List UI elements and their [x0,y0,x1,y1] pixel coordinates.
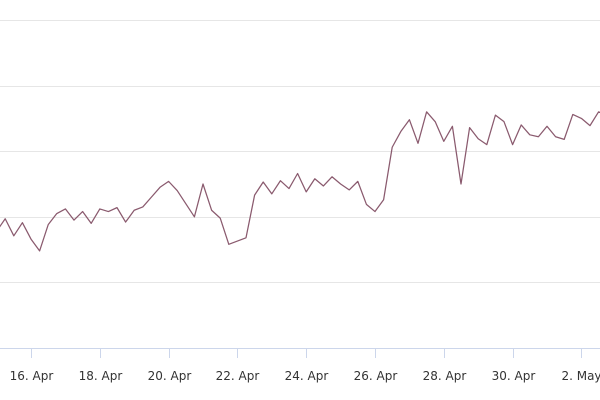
y-gridlines [0,20,600,283]
x-axis-tick-label: 20. Apr [148,369,192,383]
series-line [0,111,600,252]
x-axis-ticks [31,348,582,358]
x-axis-tick-label: 2. May [561,369,600,383]
x-axis-tick-label: 30. Apr [492,369,536,383]
x-axis-tick-label: 22. Apr [216,369,260,383]
x-axis-tick-label: 24. Apr [285,369,329,383]
x-axis-tick-label: 18. Apr [79,369,123,383]
x-axis-tick-label: 16. Apr [10,369,54,383]
x-axis-tick-label: 28. Apr [423,369,467,383]
x-axis-tick-label: 26. Apr [354,369,398,383]
x-axis-tick-labels: 16. Apr 18. Apr 20. Apr 22. Apr 24. Apr 26. A… [10,369,600,383]
series-layer [0,111,600,252]
